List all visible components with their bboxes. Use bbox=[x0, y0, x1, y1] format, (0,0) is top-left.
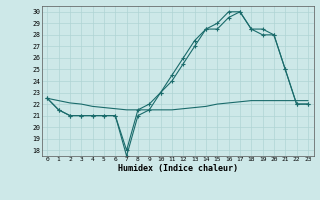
X-axis label: Humidex (Indice chaleur): Humidex (Indice chaleur) bbox=[118, 164, 237, 173]
